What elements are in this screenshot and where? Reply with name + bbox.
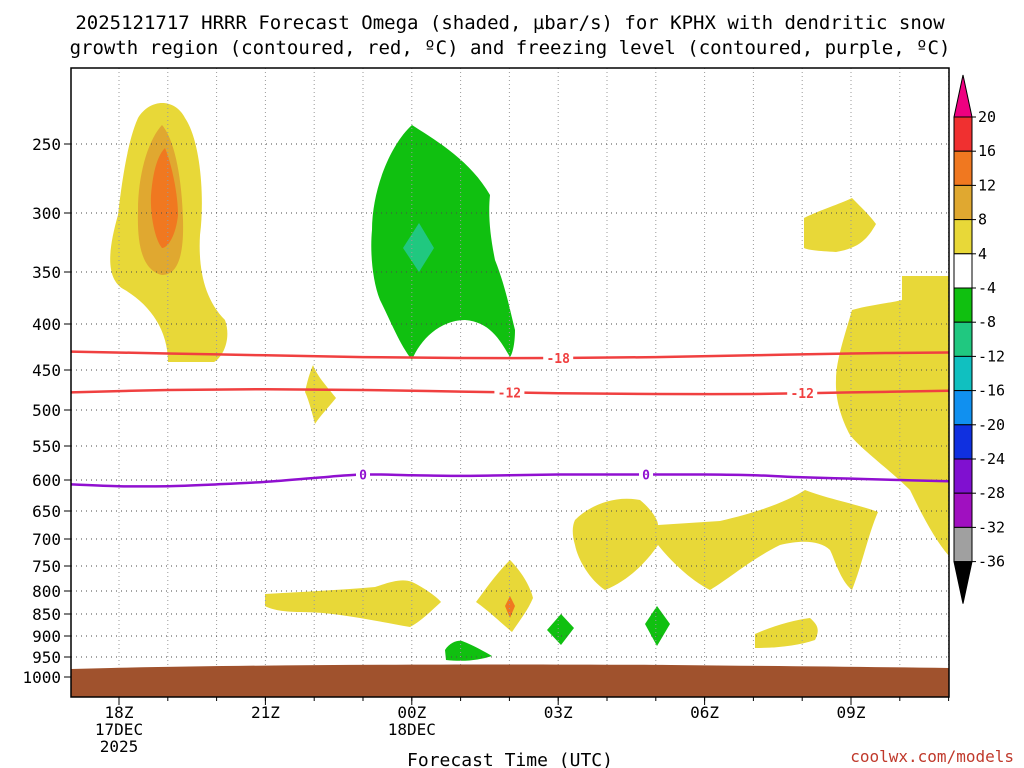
y-tick-label: 950 xyxy=(32,648,61,667)
contour-label-bg xyxy=(356,466,370,483)
y-tick-label: 300 xyxy=(32,204,61,223)
x-tick-label: 18Z xyxy=(105,703,134,722)
omega-neg-region xyxy=(547,614,574,645)
colorbar-swatch xyxy=(953,184,973,221)
colorbar-swatch xyxy=(953,219,973,255)
x-tick-label: 18DEC xyxy=(388,720,436,739)
x-tick-label: 21Z xyxy=(251,703,280,722)
y-tick-label: 250 xyxy=(32,135,61,154)
y-tick-label: 550 xyxy=(32,437,61,456)
colorbar-swatch xyxy=(953,390,973,426)
omega-pos-region xyxy=(505,596,515,618)
contour-label: -12 xyxy=(790,387,813,402)
contour-label: 0 xyxy=(642,469,650,484)
colorbar-label: 12 xyxy=(978,176,996,194)
omega-neg-region xyxy=(371,125,515,360)
colorbar-swatch xyxy=(953,287,973,323)
colorbar-swatch xyxy=(953,116,973,152)
contour-label-bg xyxy=(787,385,818,402)
colorbar-swatch xyxy=(953,424,973,460)
omega-pos-region xyxy=(835,276,949,556)
omega-shading xyxy=(110,103,949,661)
colorbar-label: 8 xyxy=(978,211,987,229)
y-tick-label: 700 xyxy=(32,530,61,549)
colorbar-label: 20 xyxy=(978,108,996,126)
colorbar-swatch xyxy=(953,150,973,186)
colorbar-label: 16 xyxy=(978,142,996,160)
x-tick-label: 2025 xyxy=(100,737,139,756)
x-tick-label: 17DEC xyxy=(95,720,143,739)
contour-label-bg xyxy=(494,384,525,401)
x-tick-label: 03Z xyxy=(544,703,573,722)
title-line-1: 2025121717 HRRR Forecast Omega (shaded, … xyxy=(75,12,945,34)
omega-pos-region xyxy=(804,198,876,252)
omega-neg-region xyxy=(645,606,670,646)
contour-label: 0 xyxy=(359,469,367,484)
colorbar-arrow-bottom xyxy=(953,561,973,604)
colorbar-swatch xyxy=(953,526,973,563)
contour-line xyxy=(71,387,949,396)
omega-pos-region xyxy=(150,148,178,248)
watermark: coolwx.com/models xyxy=(850,747,1014,766)
colorbar-swatch xyxy=(953,253,973,289)
omega-pos-region xyxy=(572,490,878,590)
colorbar-label: 4 xyxy=(978,245,987,263)
y-tick-label: 850 xyxy=(32,605,61,624)
y-tick-label: 450 xyxy=(32,361,61,380)
colorbar-label: -36 xyxy=(978,553,1005,571)
contour-label-bg xyxy=(543,350,574,367)
omega-neg-region xyxy=(403,223,434,272)
x-axis-label: Forecast Time (UTC) xyxy=(407,750,613,768)
colorbar-label: -4 xyxy=(978,279,996,297)
colorbar-label: -28 xyxy=(978,484,1005,502)
colorbar-label: -8 xyxy=(978,313,996,331)
contour-label: -12 xyxy=(498,386,521,401)
omega-pos-region xyxy=(476,560,533,632)
gridlines xyxy=(71,68,950,697)
x-tick-label: 00Z xyxy=(397,703,426,722)
colorbar-swatch xyxy=(953,492,973,528)
y-axis: 250 300 350 400 450 500 550 600 650 700 750 800 850 9… xyxy=(22,135,71,687)
y-tick-label: 1000 xyxy=(22,668,61,687)
colorbar-swatch xyxy=(953,355,973,392)
contour-labels: -18 -12 -12 0 0 xyxy=(356,350,818,484)
contour-label-bg xyxy=(639,466,654,483)
plot-frame xyxy=(70,67,950,698)
surface-terrain xyxy=(71,664,949,697)
colorbar-label: -20 xyxy=(978,416,1005,434)
y-tick-label: 900 xyxy=(32,627,61,646)
title-line-2: growth region (contoured, red, ºC) and f… xyxy=(70,37,951,59)
colorbar-swatch xyxy=(953,321,973,357)
x-tick-label: 06Z xyxy=(690,703,719,722)
y-tick-label: 400 xyxy=(32,315,61,334)
y-tick-label: 750 xyxy=(32,557,61,576)
y-tick-label: 650 xyxy=(32,502,61,521)
y-tick-label: 800 xyxy=(32,582,61,601)
omega-pos-region xyxy=(265,580,441,627)
y-tick-label: 500 xyxy=(32,401,61,420)
colorbar: 20 16 12 8 4 -4 -8 -12 -16 -20 -24 -28 -32 -36 xyxy=(953,74,1005,604)
colorbar-label: -12 xyxy=(978,347,1005,365)
contour-label: -18 xyxy=(546,352,570,367)
y-tick-label: 600 xyxy=(32,471,61,490)
colorbar-label: -16 xyxy=(978,382,1005,400)
colorbar-label: -32 xyxy=(978,518,1005,536)
colorbar-label: -24 xyxy=(978,450,1005,468)
y-tick-label: 350 xyxy=(32,263,61,282)
omega-neg-region xyxy=(445,640,492,661)
colorbar-swatch xyxy=(953,458,973,494)
x-tick-label: 09Z xyxy=(837,703,866,722)
omega-pos-region xyxy=(305,365,336,424)
contour-line xyxy=(71,473,949,488)
colorbar-arrow-top xyxy=(953,74,973,118)
